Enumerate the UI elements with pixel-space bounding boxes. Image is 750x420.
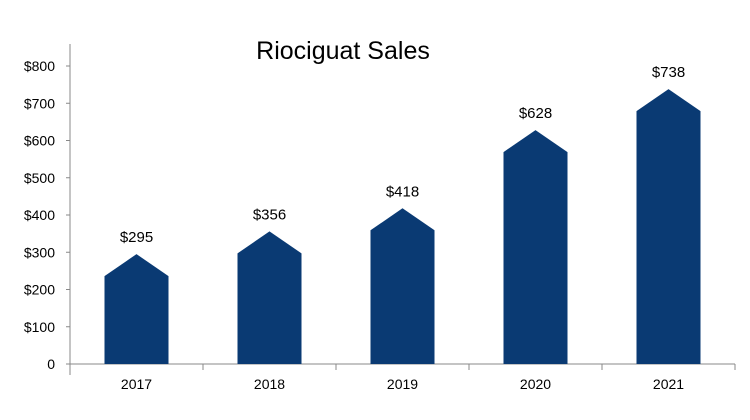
y-tick-label: $300 — [24, 244, 55, 260]
x-tick-label: 2021 — [653, 376, 684, 392]
x-tick-label: 2019 — [387, 376, 418, 392]
y-tick-label: $500 — [24, 170, 55, 186]
x-axis-ticks: 2017 2018 2019 2020 2021 — [69, 364, 736, 392]
y-tick-label: $400 — [24, 207, 55, 223]
y-tick-label: $700 — [24, 95, 55, 111]
y-tick-label: $200 — [24, 282, 55, 298]
y-tick-label: 0 — [47, 356, 55, 372]
data-label: $738 — [652, 64, 685, 81]
y-axis-ticks: 0 $100 $200 $300 $400 $500 $600 $700 $800 — [24, 58, 70, 372]
y-tick-label: $800 — [24, 58, 55, 74]
data-label: $356 — [253, 206, 286, 223]
data-labels: $295 $356 $418 $628 $738 — [120, 64, 685, 246]
data-label: $418 — [386, 183, 419, 200]
bar-2021 — [636, 89, 701, 364]
chart-title: Riociguat Sales — [256, 37, 430, 65]
bars — [104, 89, 701, 364]
x-tick-label: 2017 — [121, 376, 152, 392]
y-tick-label: $600 — [24, 133, 55, 149]
x-tick-label: 2020 — [520, 376, 551, 392]
bar-2018 — [237, 231, 302, 364]
bar-2019 — [370, 208, 435, 364]
x-tick-label: 2018 — [254, 376, 285, 392]
bar-2020 — [503, 130, 568, 364]
y-tick-label: $100 — [24, 319, 55, 335]
data-label: $628 — [519, 105, 552, 122]
data-label: $295 — [120, 229, 153, 246]
bar-2017 — [104, 254, 169, 364]
